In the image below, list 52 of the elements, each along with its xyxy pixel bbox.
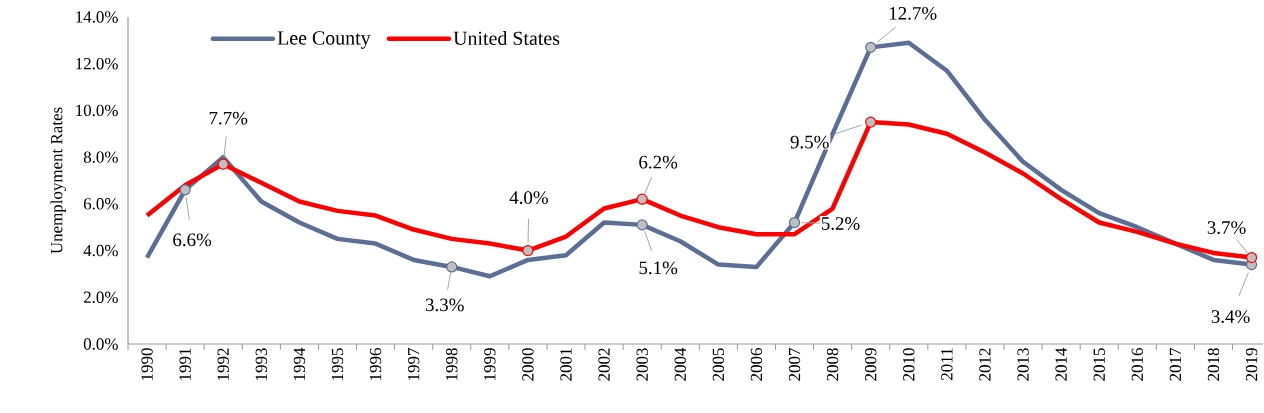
y-tick-label: 12.0% [76, 57, 118, 70]
x-tick-label: 2018 [1207, 348, 1220, 381]
data-label: 12.7% [889, 6, 937, 20]
x-tick-label: 2005 [712, 348, 725, 381]
y-tick-label: 6.0% [83, 198, 118, 210]
legend-label: United States [453, 30, 560, 45]
x-tick-label: 1995 [331, 348, 344, 380]
y-tick-label: 14.0% [76, 11, 118, 23]
x-tick-label: 2014 [1055, 347, 1067, 381]
x-tick-label: 2011 [941, 348, 953, 381]
x-tick-label: 2009 [864, 348, 877, 381]
x-tick-label: 1999 [484, 348, 496, 380]
data-label: 5.2% [821, 217, 860, 230]
x-tick-label: 2000 [522, 348, 534, 381]
x-tick-label: 2004 [674, 347, 686, 381]
x-tick-label: 1998 [446, 348, 458, 380]
x-tick-label: 2016 [1131, 348, 1144, 381]
x-tick-label: 2001 [560, 348, 572, 381]
legend-label: Lee County [277, 31, 371, 49]
x-tick-label: 2002 [598, 348, 610, 381]
x-tick-label: 1994 [293, 347, 306, 380]
x-tick-label: 2019 [1245, 348, 1258, 381]
y-tick-label: 8.0% [83, 151, 118, 163]
data-label: 7.7% [209, 111, 248, 125]
x-tick-label: 1991 [179, 348, 191, 380]
x-tick-label: 1993 [255, 348, 267, 380]
data-label: 3.7% [1207, 221, 1246, 234]
x-tick-label: 2003 [636, 348, 648, 381]
x-tick-label: 2012 [979, 348, 991, 381]
y-tick-label: 4.0% [83, 244, 118, 257]
y-tick-label: 10.0% [76, 104, 118, 117]
x-tick-label: 1992 [217, 348, 229, 380]
x-tick-label: 2017 [1169, 348, 1182, 381]
x-tick-label: 1990 [141, 348, 153, 380]
x-tick-label: 1996 [369, 348, 382, 380]
data-label: 6.6% [173, 233, 212, 247]
data-label: 3.4% [1211, 310, 1250, 324]
data-label: 6.2% [639, 155, 678, 169]
y-tick-label: 0.0% [83, 338, 118, 350]
data-label: 4.0% [509, 191, 548, 204]
x-tick-label: 1997 [407, 348, 420, 380]
data-label: 5.1% [639, 261, 678, 275]
data-label: 3.3% [425, 298, 464, 312]
y-axis-title: Unemployment Rates [50, 107, 66, 254]
x-tick-label: 2010 [903, 348, 915, 381]
x-tick-label: 2008 [826, 348, 839, 381]
data-label: 9.5% [790, 135, 829, 149]
x-tick-label: 2006 [750, 348, 763, 381]
y-tick-label: 2.0% [83, 291, 118, 304]
x-tick-label: 2013 [1017, 348, 1029, 381]
x-tick-label: 2015 [1093, 348, 1105, 381]
x-tick-label: 2007 [788, 348, 801, 381]
